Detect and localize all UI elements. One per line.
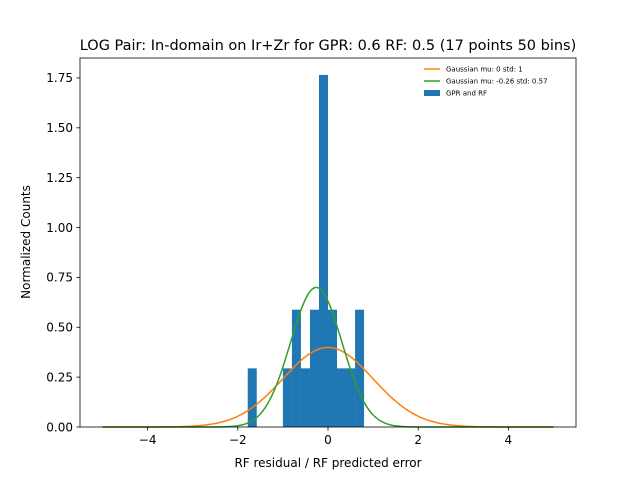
histogram-bar-6 <box>328 309 338 427</box>
legend-label: Gaussian mu: -0.26 std: 0.57 <box>446 78 548 86</box>
y-axis-label: Normalized Counts <box>19 185 33 299</box>
x-tick-label: 4 <box>505 433 513 447</box>
y-tick-label: 1.75 <box>46 71 73 85</box>
chart-title: LOG Pair: In-domain on Ir+Zr for GPR: 0.… <box>80 38 577 54</box>
histogram-bar-8 <box>346 368 356 427</box>
x-tick-label: −4 <box>139 433 157 447</box>
legend-label: Gaussian mu: 0 std: 1 <box>446 66 523 74</box>
y-tick-label: 0.50 <box>46 321 73 335</box>
histogram-bar-7 <box>337 368 347 427</box>
legend-label: GPR and RF <box>446 90 487 98</box>
histogram-bar-4 <box>309 309 319 427</box>
y-axis-ticks: 0.00 0.25 0.50 0.75 1.00 1.25 1.50 1.75 <box>46 71 80 434</box>
histogram-bar-1 <box>282 368 292 427</box>
legend: Gaussian mu: 0 std: 1 Gaussian mu: -0.26 … <box>424 66 548 98</box>
y-tick-label: 1.25 <box>46 171 73 185</box>
x-tick-label: −2 <box>229 433 247 447</box>
y-tick-label: 0.00 <box>46 420 73 434</box>
histogram-bar-0 <box>247 368 257 427</box>
x-tick-label: 2 <box>414 433 422 447</box>
histogram-bar-9 <box>355 309 365 427</box>
y-tick-label: 0.25 <box>46 370 73 384</box>
legend-bar-swatch <box>424 90 440 96</box>
x-axis-ticks: −4 −2 0 2 4 <box>139 427 512 447</box>
x-axis-label: RF residual / RF predicted error <box>234 456 421 470</box>
histogram-bar-3 <box>300 368 310 427</box>
x-tick-label: 0 <box>324 433 332 447</box>
y-tick-label: 0.75 <box>46 271 73 285</box>
y-tick-label: 1.00 <box>46 221 73 235</box>
histogram-bar-5 <box>318 74 328 427</box>
histogram-bars <box>247 74 365 427</box>
y-tick-label: 1.50 <box>46 121 73 135</box>
histogram-bar-2 <box>291 309 301 427</box>
